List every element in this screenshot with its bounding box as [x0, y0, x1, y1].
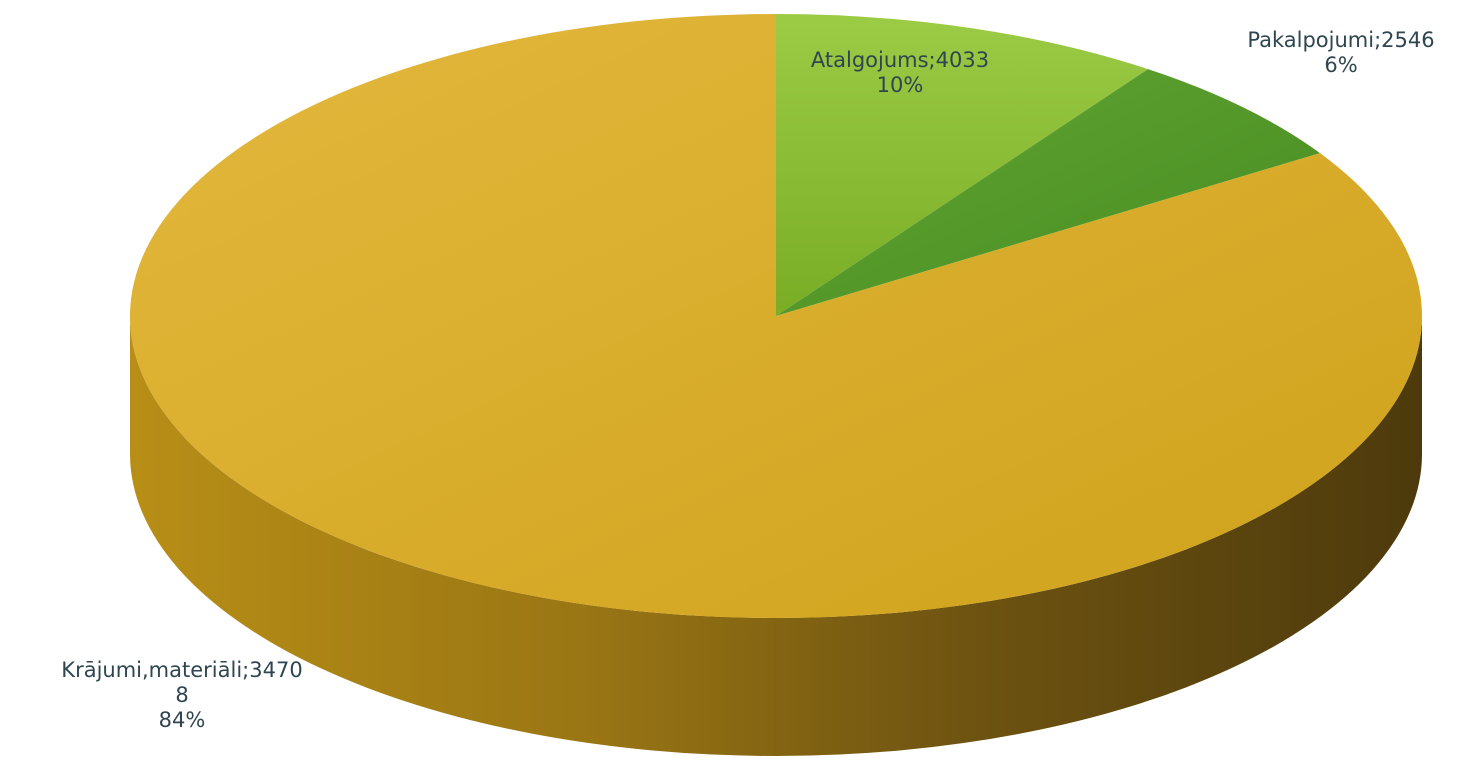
pie-side-wall-surface	[130, 316, 1422, 756]
data-label-pakalpojumi: Pakalpojumi;2546 6%	[1206, 28, 1476, 78]
data-label-atalgojums: Atalgojums;4033 10%	[790, 48, 1010, 98]
percent-label: 10%	[876, 73, 924, 97]
pie-slice-kr-jumi-materi-li	[129, 14, 1422, 619]
percent-label: 6%	[1324, 53, 1358, 77]
category-value-label: Atalgojums;4033	[810, 48, 990, 72]
data-label-kr-jumi-materi-li: Krājumi,materiāli;3470 8 84%	[2, 658, 362, 733]
category-value-label: 8	[175, 683, 189, 707]
pie-side-wall	[130, 316, 1422, 756]
category-value-label: Krājumi,materiāli;3470	[61, 658, 303, 682]
pie-slice-atalgojums	[776, 14, 1149, 316]
pie-top-face	[129, 14, 1422, 619]
pie-slice-pakalpojumi	[776, 69, 1321, 316]
category-value-label: Pakalpojumi;2546	[1247, 28, 1435, 52]
percent-label: 84%	[158, 708, 206, 732]
